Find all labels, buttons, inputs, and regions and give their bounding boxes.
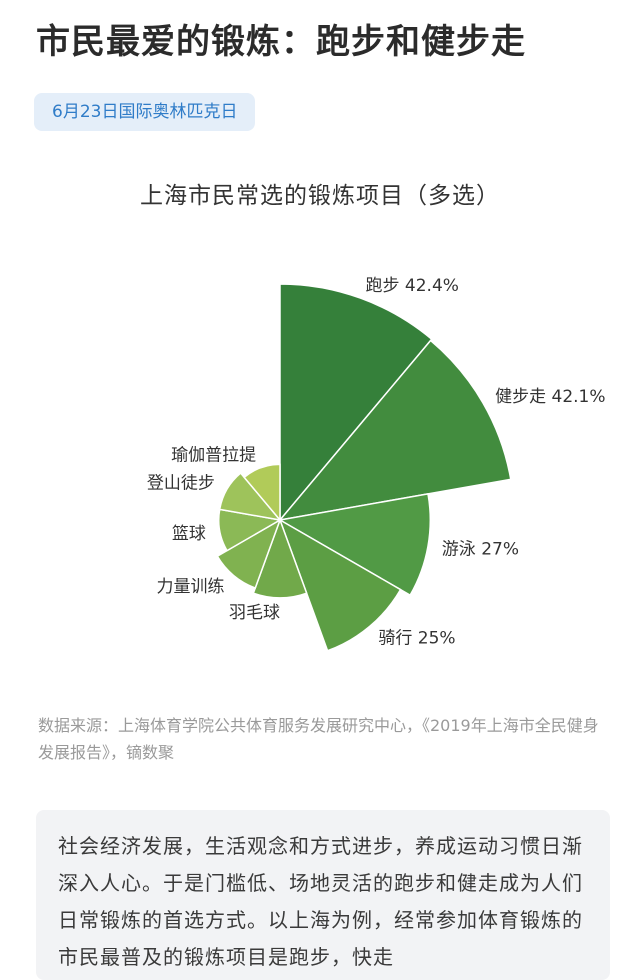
label-hiking: 登山徒步 xyxy=(147,473,215,493)
date-tag: 6月23日国际奥林匹克日 xyxy=(34,93,256,131)
slice-badminton xyxy=(252,517,308,599)
slice-cycling xyxy=(278,518,402,652)
headline: 市民最爱的锻炼：跑步和健步走 xyxy=(36,22,526,62)
article-text: 社会经济发展，生活观念和方式进步，养成运动习惯日渐深入人心。于是门槛低、场地灵活… xyxy=(36,810,610,980)
slice-yoga xyxy=(243,463,281,523)
slice-hiking xyxy=(218,472,282,522)
label-strength: 力量训练 xyxy=(157,577,225,597)
label-badminton: 羽毛球 xyxy=(229,603,280,623)
source-note: 数据来源：上海体育学院公共体育服务发展研究中心，《2019年上海市全民健身发展报… xyxy=(38,716,599,762)
label-yoga: 瑜伽普拉提 xyxy=(171,446,256,466)
label-running: 跑步 42.4% xyxy=(366,276,459,296)
chart-title: 上海市民常选的锻炼项目（多选） xyxy=(140,183,500,209)
slice-brisk-walking xyxy=(278,339,512,522)
label-swimming: 游泳 27% xyxy=(442,540,519,560)
slice-running xyxy=(279,283,433,523)
slice-strength xyxy=(216,518,282,589)
label-cycling: 骑行 25% xyxy=(378,628,455,648)
label-basketball: 篮球 xyxy=(172,524,206,544)
label-brisk-walking: 健步走 42.1% xyxy=(495,387,605,407)
slice-swimming xyxy=(277,493,432,597)
